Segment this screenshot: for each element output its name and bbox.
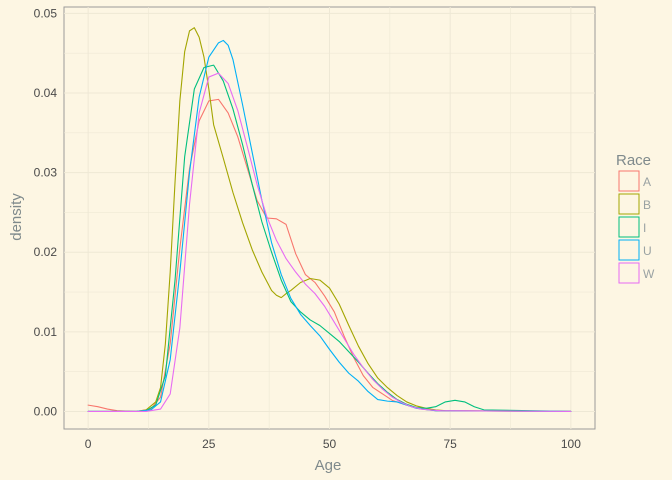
y-tick-label: 0.05 (34, 6, 58, 20)
y-tick-label: 0.00 (34, 404, 58, 418)
legend-label: B (643, 198, 651, 212)
x-tick-label: 100 (561, 437, 581, 451)
x-tick-label: 25 (202, 437, 216, 451)
legend-key-b (618, 193, 640, 215)
legend-label: A (643, 175, 651, 189)
x-tick-label: 50 (323, 437, 337, 451)
y-tick-label: 0.03 (34, 166, 58, 180)
series-line-u (87, 39, 572, 413)
series-line-i (87, 64, 572, 413)
series-line-w (87, 72, 572, 413)
density-lines (87, 27, 572, 413)
axes: 0 25 50 75 100 0.00 0.01 0.02 0.03 0.04 0.05 (34, 6, 582, 451)
legend-label: I (643, 221, 646, 235)
y-axis-title: density (8, 193, 25, 241)
legend-label: U (643, 244, 652, 258)
grid-lines (64, 7, 595, 429)
y-tick-label: 0.04 (34, 86, 58, 100)
legend-label: W (643, 267, 655, 281)
y-tick-label: 0.01 (34, 325, 58, 339)
x-tick-label: 0 (85, 437, 92, 451)
legend-key-a (618, 170, 640, 192)
series-line-b (87, 27, 572, 413)
legend-key-w (618, 262, 640, 284)
legend-title: Race (616, 152, 651, 169)
x-tick-label: 75 (444, 437, 458, 451)
legend-key-i (618, 216, 640, 238)
y-tick-label: 0.02 (34, 245, 58, 259)
legend-key-u (618, 239, 640, 261)
x-axis-title: Age (315, 457, 342, 474)
